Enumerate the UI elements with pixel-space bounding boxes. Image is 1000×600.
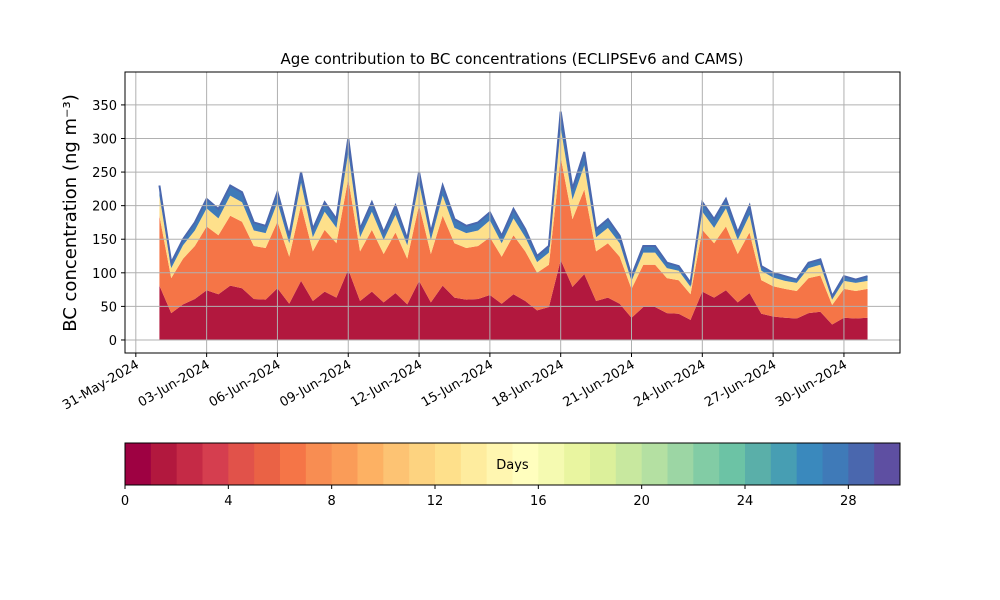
colorbar-swatch <box>693 443 720 485</box>
x-tick-label: 09-Jun-2024 <box>277 357 354 410</box>
colorbar-swatch <box>770 443 798 485</box>
colorbar-swatch <box>615 443 643 485</box>
colorbar-tick-label: 16 <box>530 494 547 509</box>
y-tick-label: 200 <box>92 200 117 215</box>
colorbar-swatch <box>150 443 178 485</box>
x-tick-label: 15-Jun-2024 <box>419 357 496 410</box>
colorbar-swatch <box>409 443 436 485</box>
colorbar-tick-label: 12 <box>427 494 444 509</box>
colorbar-swatch <box>305 443 333 485</box>
colorbar-swatch <box>564 443 591 485</box>
colorbar-swatch <box>383 443 410 485</box>
x-tick-label: 31-May-2024 <box>60 357 142 413</box>
colorbar-swatch <box>590 443 617 485</box>
colorbar-swatch <box>796 443 823 485</box>
y-tick-label: 150 <box>92 233 117 248</box>
x-tick-label: 12-Jun-2024 <box>348 357 425 410</box>
colorbar-swatch <box>254 443 281 485</box>
colorbar-frame <box>124 442 901 486</box>
chart-title: Age contribution to BC concentrations (E… <box>281 50 744 68</box>
y-tick-label: 0 <box>109 334 117 349</box>
colorbar-swatch <box>331 443 358 485</box>
colorbar-swatch <box>745 443 772 485</box>
colorbar-swatch <box>202 443 229 485</box>
x-tick-label: 27-Jun-2024 <box>702 357 779 410</box>
area-layer <box>159 157 868 325</box>
y-tick-label: 100 <box>92 267 117 282</box>
colorbar-tick-label: 8 <box>328 494 336 509</box>
colorbar-swatch <box>822 443 849 485</box>
colorbar-tick-label: 28 <box>840 494 857 509</box>
colorbar-swatch <box>486 443 513 485</box>
colorbar-swatch <box>125 443 152 485</box>
colorbar-swatch <box>228 443 255 485</box>
x-tick-label: 18-Jun-2024 <box>490 357 567 410</box>
y-axis-label: BC concentration (ng m⁻³) <box>60 94 81 332</box>
area-layer <box>159 127 868 306</box>
colorbar-tick-label: 0 <box>121 494 129 509</box>
colorbar-swatch <box>512 443 539 485</box>
y-tick-label: 350 <box>92 99 117 114</box>
colorbar-tick-label: 20 <box>633 494 650 509</box>
colorbar-swatch <box>176 443 203 485</box>
colorbar-swatch <box>874 443 901 485</box>
colorbar-swatch <box>667 443 694 485</box>
x-tick-label: 24-Jun-2024 <box>631 357 708 410</box>
colorbar-swatch <box>460 443 488 485</box>
x-tick-label: 03-Jun-2024 <box>136 357 213 410</box>
y-tick-label: 50 <box>100 300 117 315</box>
colorbar-tick-label: 24 <box>737 494 754 509</box>
colorbar-swatch <box>719 443 746 485</box>
colorbar-swatch <box>357 443 384 485</box>
x-tick-label: 30-Jun-2024 <box>773 357 850 410</box>
x-tick-label: 21-Jun-2024 <box>561 357 638 410</box>
y-tick-label: 250 <box>92 166 117 181</box>
colorbar-swatch <box>435 443 462 485</box>
colorbar-swatch <box>641 443 668 485</box>
colorbar-label: Days <box>496 458 529 473</box>
area-layer <box>159 260 868 340</box>
y-tick-label: 300 <box>92 132 117 147</box>
colorbar-swatch <box>280 443 307 485</box>
plot-frame <box>124 71 901 354</box>
x-tick-label: 06-Jun-2024 <box>207 357 284 410</box>
colorbar-tick-label: 4 <box>224 494 232 509</box>
colorbar-swatch <box>848 443 875 485</box>
colorbar-swatch <box>538 443 565 485</box>
